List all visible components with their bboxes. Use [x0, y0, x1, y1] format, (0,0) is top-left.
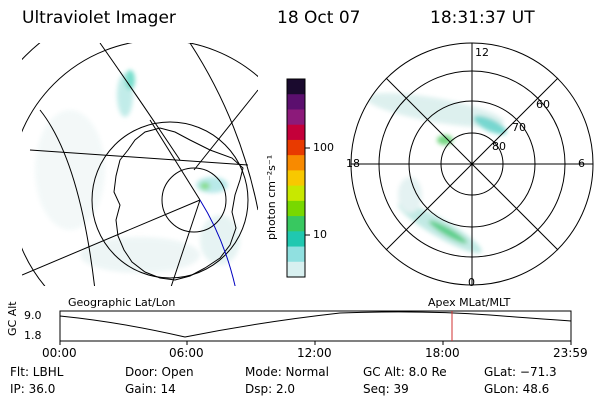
colorbar-band [287, 139, 305, 156]
colorbar-tick-10: 10 [313, 228, 327, 241]
colorbar-band [287, 246, 305, 263]
timeline-right-label: Apex MLat/MLT [428, 296, 511, 309]
status-filter: Flt: LBHL [10, 365, 64, 379]
timeline-plot [59, 310, 572, 345]
timeline-x-tick-1800: 18:00 [425, 346, 460, 360]
colorbar-band [287, 79, 305, 95]
colorbar-unit-label: photon cm⁻²s⁻¹ [265, 155, 278, 240]
colorbar-band [287, 170, 305, 187]
colorbar [287, 79, 305, 278]
status-gain: Gain: 14 [125, 382, 176, 396]
timeline-y-axis-label: GC Alt [6, 301, 19, 336]
timeline-y-tick-high: 9.0 [24, 309, 42, 322]
status-door: Door: Open [125, 365, 194, 379]
status-mode: Mode: Normal [245, 365, 329, 379]
colorbar-band [287, 155, 305, 171]
status-dsp: Dsp: 2.0 [245, 382, 296, 396]
polar-plot [350, 42, 594, 286]
status-ip: IP: 36.0 [10, 382, 56, 396]
colorbar-band [287, 109, 305, 126]
polar-label-left: 18 [346, 157, 360, 170]
colorbar-band [287, 216, 305, 232]
colorbar-band [287, 124, 305, 141]
colorbar-tick-100: 100 [313, 141, 334, 154]
status-gc-alt: GC Alt: 8.0 Re [363, 365, 447, 379]
colorbar-band [287, 200, 305, 217]
colorbar-frame [286, 78, 306, 278]
status-seq: Seq: 39 [363, 382, 409, 396]
polar-label-top: 12 [475, 46, 489, 59]
timeline-x-tick-0600: 06:00 [169, 346, 204, 360]
timeline-x-tick-2359: 23:59 [553, 346, 588, 360]
colorbar-band [287, 231, 305, 248]
timeline-y-tick-low: 1.8 [24, 329, 42, 342]
polar-ring-label-60: 60 [536, 98, 550, 111]
instrument-title: Ultraviolet Imager [22, 8, 176, 28]
polar-label-right: 6 [578, 157, 585, 170]
header-time: 18:31:37 UT [430, 8, 535, 28]
colorbar-band [287, 94, 305, 111]
timeline-left-label: Geographic Lat/Lon [68, 296, 176, 309]
colorbar-band [287, 185, 305, 202]
colorbar-band [287, 261, 305, 278]
polar-label-bottom: 0 [468, 276, 475, 289]
timeline-x-tick-1200: 12:00 [297, 346, 332, 360]
status-glat: GLat: −71.3 [484, 365, 557, 379]
geographic-map [22, 43, 258, 286]
status-glon: GLon: 48.6 [484, 382, 550, 396]
polar-ring-label-80: 80 [492, 140, 506, 153]
timeline-x-tick-0000: 00:00 [42, 346, 77, 360]
polar-ring-label-70: 70 [512, 121, 526, 134]
header-date: 18 Oct 07 [277, 8, 361, 28]
